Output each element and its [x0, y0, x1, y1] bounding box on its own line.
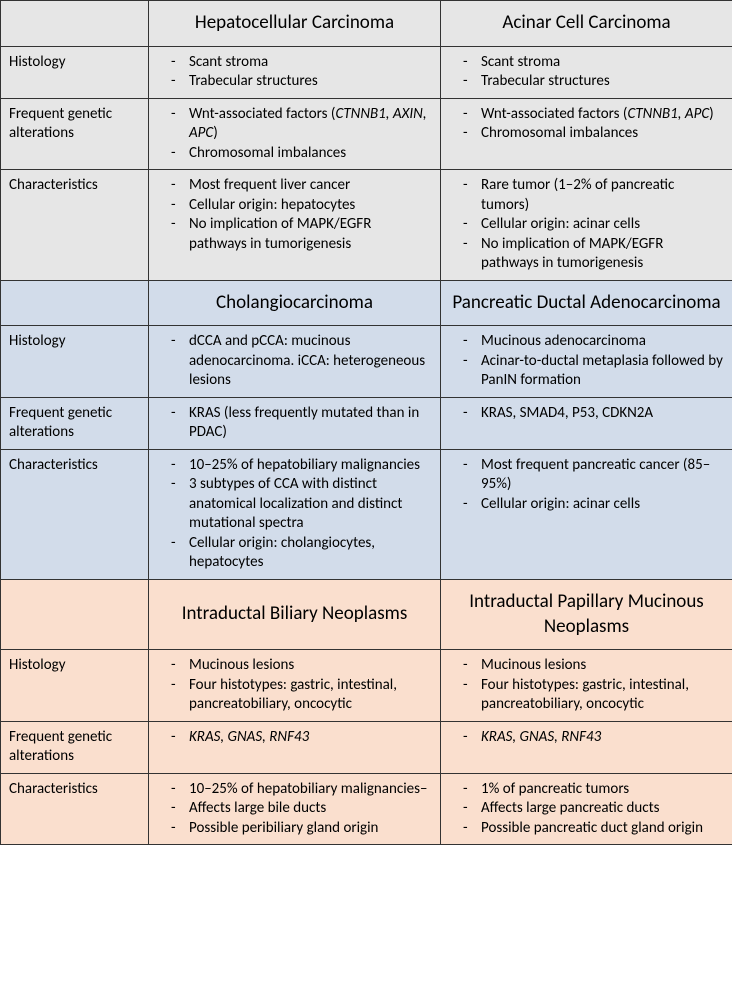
header-blank: [1, 1, 149, 47]
section-header-col2: Intraductal Papillary Mucinous Neoplasms: [441, 579, 732, 649]
list-item: Chromosomal imbalances: [477, 124, 724, 144]
list-item: Four histotypes: gastric, intestinal, pa…: [477, 676, 724, 715]
list-item: Mucinous adenocarcinoma: [477, 332, 724, 352]
list-item: 3 subtypes of CCA with distinct anatomic…: [185, 475, 432, 534]
table-body: Hepatocellular CarcinomaAcinar Cell Carc…: [1, 1, 732, 845]
list-item: Possible pancreatic duct gland origin: [477, 819, 724, 839]
list-item: KRAS (less frequently mutated than in PD…: [185, 404, 432, 443]
row-label: Histology: [1, 46, 149, 98]
list-item: Mucinous lesions: [477, 656, 724, 676]
list-item: 10–25% of hepatobiliary malignancies–: [185, 780, 432, 800]
list-item: dCCA and pCCA: mucinous adenocarcinoma. …: [185, 332, 432, 391]
data-cell: KRAS (less frequently mutated than in PD…: [149, 397, 441, 449]
data-cell: Mucinous lesionsFour histotypes: gastric…: [149, 650, 441, 722]
data-cell: Mucinous lesionsFour histotypes: gastric…: [441, 650, 732, 722]
data-cell: 1% of pancreatic tumorsAffects large pan…: [441, 773, 732, 845]
data-cell: KRAS, GNAS, RNF43: [441, 721, 732, 773]
list-item: Trabecular structures: [477, 72, 724, 92]
list-item: Chromosomal imbalances: [185, 144, 432, 164]
list-item: Rare tumor (1–2% of pancreatic tumors): [477, 176, 724, 215]
row-label: Characteristics: [1, 449, 149, 579]
section-header-col1: Hepatocellular Carcinoma: [149, 1, 441, 47]
list-item: Wnt-associated factors (CTNNB1, AXIN, AP…: [185, 105, 432, 144]
row-label: Characteristics: [1, 170, 149, 281]
row-label: Frequent genetic alterations: [1, 397, 149, 449]
list-item: No implication of MAPK/EGFR pathways in …: [477, 235, 724, 274]
list-item: KRAS, GNAS, RNF43: [185, 728, 432, 748]
list-item: Most frequent liver cancer: [185, 176, 432, 196]
data-cell: Rare tumor (1–2% of pancreatic tumors)Ce…: [441, 170, 732, 281]
data-cell: KRAS, GNAS, RNF43: [149, 721, 441, 773]
list-item: KRAS, GNAS, RNF43: [477, 728, 724, 748]
row-label: Frequent genetic alterations: [1, 98, 149, 170]
row-label: Histology: [1, 650, 149, 722]
data-cell: Most frequent pancreatic cancer (85–95%)…: [441, 449, 732, 579]
data-cell: dCCA and pCCA: mucinous adenocarcinoma. …: [149, 326, 441, 398]
section-header-col1: Intraductal Biliary Neoplasms: [149, 579, 441, 649]
header-blank: [1, 579, 149, 649]
list-item: Affects large pancreatic ducts: [477, 799, 724, 819]
list-item: Cellular origin: acinar cells: [477, 495, 724, 515]
header-blank: [1, 280, 149, 326]
data-cell: 10–25% of hepatobiliary malignancies3 su…: [149, 449, 441, 579]
list-item: Affects large bile ducts: [185, 799, 432, 819]
row-label: Characteristics: [1, 773, 149, 845]
data-cell: 10–25% of hepatobiliary malignancies–Aff…: [149, 773, 441, 845]
data-cell: Mucinous adenocarcinomaAcinar-to-ductal …: [441, 326, 732, 398]
data-cell: Scant stromaTrabecular structures: [149, 46, 441, 98]
list-item: KRAS, SMAD4, P53, CDKN2A: [477, 404, 724, 424]
list-item: Most frequent pancreatic cancer (85–95%): [477, 456, 724, 495]
section-header-col2: Acinar Cell Carcinoma: [441, 1, 732, 47]
list-item: Wnt-associated factors (CTNNB1, APC): [477, 105, 724, 125]
list-item: 1% of pancreatic tumors: [477, 780, 724, 800]
list-item: Scant stroma: [477, 53, 724, 73]
list-item: Scant stroma: [185, 53, 432, 73]
list-item: No implication of MAPK/EGFR pathways in …: [185, 215, 432, 254]
section-header-col2: Pancreatic Ductal Adenocarcinoma: [441, 280, 732, 326]
list-item: Trabecular structures: [185, 72, 432, 92]
list-item: 10–25% of hepatobiliary malignancies: [185, 456, 432, 476]
list-item: Cellular origin: acinar cells: [477, 215, 724, 235]
row-label: Frequent genetic alterations: [1, 721, 149, 773]
comparison-table: Hepatocellular CarcinomaAcinar Cell Carc…: [0, 0, 732, 845]
list-item: Acinar-to-ductal metaplasia followed by …: [477, 352, 724, 391]
list-item: Mucinous lesions: [185, 656, 432, 676]
list-item: Cellular origin: cholangiocytes, hepatoc…: [185, 534, 432, 573]
data-cell: Wnt-associated factors (CTNNB1, APC)Chro…: [441, 98, 732, 170]
section-header-col1: Cholangiocarcinoma: [149, 280, 441, 326]
list-item: Cellular origin: hepatocytes: [185, 196, 432, 216]
row-label: Histology: [1, 326, 149, 398]
list-item: Possible peribiliary gland origin: [185, 819, 432, 839]
data-cell: Most frequent liver cancerCellular origi…: [149, 170, 441, 281]
list-item: Four histotypes: gastric, intestinal, pa…: [185, 676, 432, 715]
data-cell: KRAS, SMAD4, P53, CDKN2A: [441, 397, 732, 449]
data-cell: Wnt-associated factors (CTNNB1, AXIN, AP…: [149, 98, 441, 170]
data-cell: Scant stromaTrabecular structures: [441, 46, 732, 98]
